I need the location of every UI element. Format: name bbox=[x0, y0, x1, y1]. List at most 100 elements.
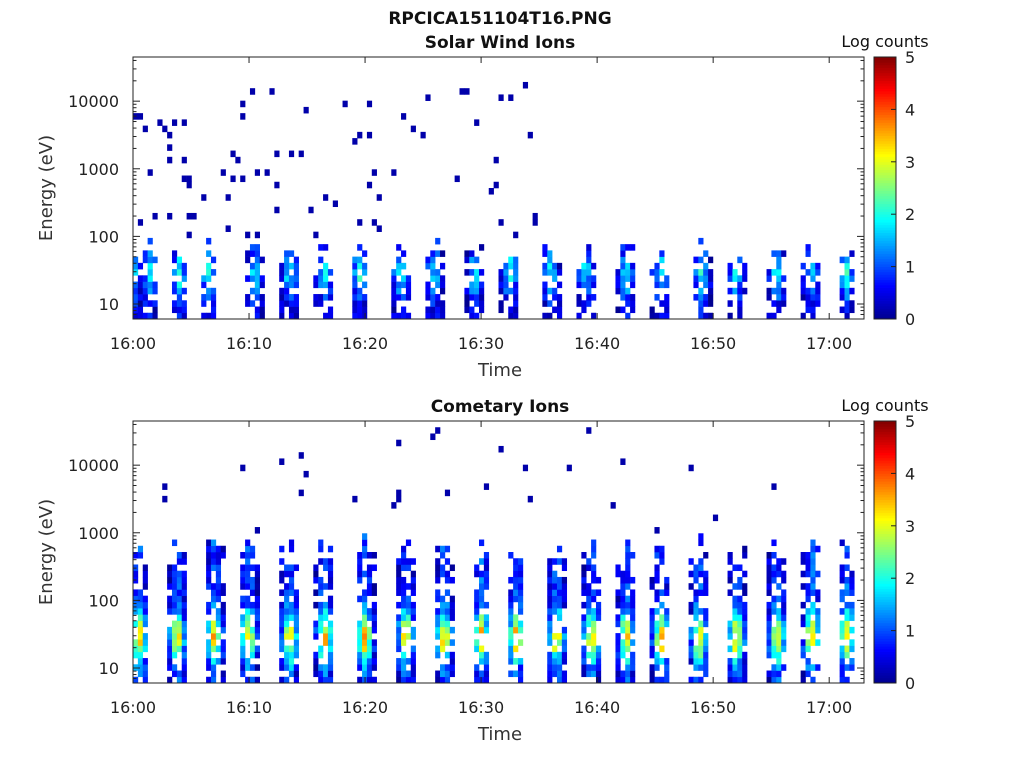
heatmap-cell bbox=[352, 138, 358, 145]
heatmap-cell bbox=[649, 633, 655, 640]
colorbar-segment bbox=[874, 224, 896, 228]
heatmap-cell bbox=[547, 564, 553, 572]
heatmap-cell bbox=[396, 287, 402, 295]
heatmap-cell bbox=[474, 614, 480, 621]
heatmap-cell bbox=[732, 639, 738, 646]
heatmap-cell bbox=[776, 306, 782, 314]
heatmap-cell bbox=[630, 626, 636, 634]
heatmap-cell bbox=[659, 658, 665, 665]
heatmap-cell bbox=[323, 294, 329, 301]
heatmap-cell bbox=[552, 664, 558, 671]
heatmap-cell bbox=[327, 269, 334, 276]
heatmap-cell bbox=[176, 620, 183, 628]
heatmap-cell bbox=[279, 620, 285, 628]
heatmap-cell bbox=[142, 670, 148, 678]
heatmap-cell bbox=[279, 570, 285, 578]
colorbar-segment bbox=[874, 182, 896, 186]
heatmap-cell bbox=[688, 583, 694, 590]
heatmap-cell bbox=[586, 250, 592, 257]
heatmap-cell bbox=[586, 244, 592, 251]
heatmap-cell bbox=[254, 256, 260, 264]
heatmap-cell bbox=[688, 626, 694, 634]
heatmap-cell bbox=[396, 645, 402, 653]
heatmap-cell bbox=[254, 664, 260, 671]
heatmap-cell bbox=[405, 595, 412, 603]
heatmap-cell bbox=[708, 256, 714, 264]
heatmap-cell bbox=[844, 552, 850, 559]
heatmap-cell bbox=[620, 294, 626, 301]
heatmap-cell bbox=[576, 281, 582, 289]
heatmap-cell bbox=[254, 576, 260, 584]
heatmap-cell bbox=[664, 300, 670, 307]
heatmap-cell bbox=[659, 626, 665, 634]
heatmap-cell bbox=[805, 287, 811, 295]
heatmap-cell bbox=[737, 639, 743, 646]
heatmap-cell bbox=[133, 256, 139, 264]
heatmap-cell bbox=[654, 620, 660, 628]
heatmap-cell bbox=[371, 589, 377, 596]
heatmap-cell bbox=[766, 275, 772, 282]
heatmap-cell bbox=[810, 601, 816, 609]
heatmap-cell bbox=[815, 626, 821, 634]
heatmap-cell bbox=[561, 670, 568, 678]
heatmap-cell bbox=[176, 300, 183, 307]
colorbar-segment bbox=[874, 494, 896, 498]
heatmap-cell bbox=[220, 601, 226, 609]
heatmap-cell bbox=[844, 626, 850, 634]
heatmap-cell bbox=[391, 275, 397, 282]
heatmap-cell bbox=[137, 300, 144, 307]
heatmap-cell bbox=[167, 626, 173, 634]
heatmap-cell bbox=[279, 601, 285, 609]
heatmap-cell bbox=[849, 269, 855, 276]
heatmap-cell bbox=[742, 262, 748, 270]
heatmap-cell bbox=[620, 620, 626, 628]
heatmap-cell bbox=[220, 552, 226, 559]
heatmap-cell bbox=[527, 131, 533, 139]
heatmap-cell bbox=[288, 250, 295, 257]
heatmap-cell bbox=[357, 651, 363, 659]
x-tick-label: 16:50 bbox=[690, 698, 736, 717]
heatmap-cell bbox=[366, 589, 373, 596]
heatmap-cell bbox=[547, 250, 553, 257]
heatmap-cell bbox=[210, 658, 217, 665]
colorbar-segment bbox=[874, 222, 896, 226]
heatmap-cell bbox=[133, 620, 139, 628]
heatmap-cell bbox=[513, 570, 519, 578]
heatmap-cell bbox=[245, 570, 251, 578]
heatmap-cell bbox=[371, 651, 377, 659]
heatmap-cell bbox=[781, 589, 787, 596]
colorbar-segment bbox=[874, 654, 896, 658]
heatmap-cell bbox=[742, 639, 748, 646]
heatmap-cell bbox=[284, 583, 290, 590]
heatmap-cell bbox=[254, 676, 260, 684]
heatmap-cell bbox=[664, 294, 670, 301]
heatmap-cell bbox=[288, 576, 295, 584]
heatmap-cell bbox=[284, 614, 290, 621]
heatmap-cell bbox=[327, 312, 334, 320]
heatmap-cell bbox=[547, 633, 553, 640]
panel-title-cometary: Cometary Ions bbox=[431, 397, 570, 417]
heatmap-cell bbox=[810, 262, 816, 270]
heatmap-cell bbox=[181, 664, 187, 671]
colorbar-segment bbox=[874, 575, 896, 579]
heatmap-cell bbox=[781, 608, 787, 615]
colorbar-segment bbox=[874, 436, 896, 440]
heatmap-cell bbox=[440, 570, 446, 578]
heatmap-cell bbox=[323, 608, 329, 615]
heatmap-cell bbox=[254, 626, 260, 634]
heatmap-cell bbox=[479, 658, 485, 665]
heatmap-cell bbox=[405, 539, 412, 547]
heatmap-cell bbox=[249, 564, 256, 572]
colorbar-segment bbox=[874, 227, 896, 231]
heatmap-cell bbox=[449, 658, 455, 665]
colorbar-segment bbox=[874, 423, 896, 427]
heatmap-cell bbox=[391, 281, 397, 289]
heatmap-cell bbox=[284, 620, 290, 628]
heatmap-cell bbox=[513, 670, 519, 678]
heatmap-cell bbox=[542, 294, 548, 301]
heatmap-cell bbox=[556, 269, 563, 276]
heatmap-cell bbox=[396, 576, 402, 584]
heatmap-cell bbox=[556, 294, 563, 301]
colorbar-segment bbox=[874, 96, 896, 100]
heatmap-cell bbox=[610, 502, 616, 509]
